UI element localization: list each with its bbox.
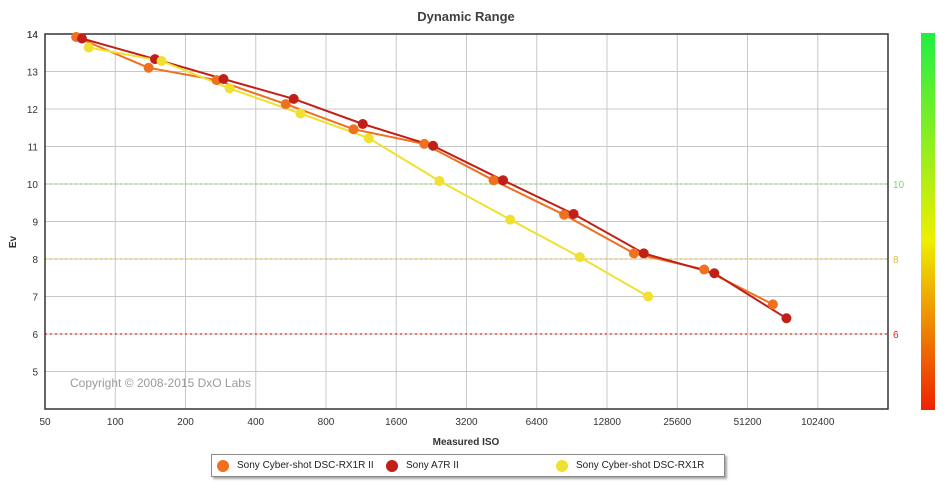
y-tick-label: 10 bbox=[27, 180, 39, 191]
legend-item-a7r-ii[interactable]: Sony A7R II bbox=[386, 455, 459, 476]
y-tick-label: 13 bbox=[27, 68, 39, 79]
data-point bbox=[559, 209, 570, 220]
data-point bbox=[419, 138, 430, 149]
data-point bbox=[357, 119, 368, 129]
data-point bbox=[767, 299, 778, 310]
reference-line-label: 10 bbox=[893, 180, 905, 191]
data-point bbox=[218, 74, 229, 84]
data-point bbox=[643, 291, 654, 302]
data-point bbox=[288, 93, 299, 104]
x-tick-label: 51200 bbox=[734, 417, 762, 428]
reference-lines: 10 8 6 bbox=[45, 180, 905, 341]
data-point bbox=[781, 313, 792, 324]
data-point bbox=[428, 140, 439, 151]
x-tick-label: 800 bbox=[318, 417, 335, 428]
data-point bbox=[709, 268, 720, 279]
data-point bbox=[488, 175, 499, 186]
data-point bbox=[83, 42, 94, 53]
data-point bbox=[363, 133, 374, 144]
legend-swatch bbox=[217, 459, 229, 472]
copyright-text: Copyright © 2008-2015 DxO Labs bbox=[70, 376, 251, 390]
data-point bbox=[348, 124, 359, 135]
data-point bbox=[505, 214, 516, 225]
chart-title: Dynamic Range bbox=[417, 9, 515, 24]
data-point bbox=[280, 99, 291, 110]
data-point bbox=[498, 175, 509, 186]
x-tick-label: 6400 bbox=[526, 417, 549, 428]
plot-border bbox=[44, 33, 889, 410]
x-tick-label: 400 bbox=[247, 417, 264, 428]
data-point bbox=[628, 248, 639, 259]
legend-item-rx1r-ii[interactable]: Sony Cyber-shot DSC-RX1R II bbox=[217, 455, 374, 476]
y-tick-label: 11 bbox=[28, 143, 39, 154]
y-tick-label: 6 bbox=[32, 330, 38, 341]
legend: Sony Cyber-shot DSC-RX1R II Sony A7R II … bbox=[211, 454, 725, 477]
data-point bbox=[156, 56, 167, 66]
data-point bbox=[568, 209, 579, 219]
x-axis-label: Measured ISO bbox=[433, 437, 500, 448]
x-tick-label: 50 bbox=[39, 417, 51, 428]
data-point bbox=[434, 176, 445, 186]
legend-item-rx1r[interactable]: Sony Cyber-shot DSC-RX1R bbox=[556, 455, 704, 476]
reference-line-label: 6 bbox=[893, 330, 899, 341]
x-tick-label: 12800 bbox=[593, 417, 621, 428]
legend-label: Sony Cyber-shot DSC-RX1R II bbox=[237, 460, 374, 471]
x-tick-label: 3200 bbox=[455, 417, 478, 428]
data-point bbox=[638, 248, 649, 259]
x-tick-label: 200 bbox=[177, 417, 194, 428]
x-tick-label: 102400 bbox=[801, 417, 835, 428]
data-point bbox=[699, 264, 710, 275]
y-axis-label: Ev bbox=[8, 235, 19, 248]
y-tick-label: 14 bbox=[27, 30, 39, 41]
y-tick-label: 12 bbox=[27, 105, 39, 116]
x-tick-label: 100 bbox=[107, 417, 124, 428]
series bbox=[71, 32, 792, 324]
data-point bbox=[76, 33, 87, 44]
y-tick-label: 5 bbox=[32, 368, 38, 379]
reference-line-label: 8 bbox=[893, 255, 899, 266]
x-tick-label: 1600 bbox=[385, 417, 408, 428]
y-tick-label: 14 bbox=[27, 30, 39, 41]
color-scale-bar bbox=[921, 33, 935, 410]
data-point bbox=[224, 83, 235, 94]
legend-label: Sony Cyber-shot DSC-RX1R bbox=[576, 460, 705, 471]
y-tick-label: 7 bbox=[32, 293, 38, 304]
data-point bbox=[143, 62, 154, 73]
legend-swatch bbox=[386, 459, 398, 472]
y-tick-label: 8 bbox=[32, 255, 38, 266]
data-point bbox=[574, 252, 585, 263]
y-tick-label: 9 bbox=[32, 218, 38, 229]
legend-label: Sony A7R II bbox=[406, 460, 459, 471]
x-tick-label: 25600 bbox=[663, 417, 691, 428]
axis-ticks: 50 100 200 400 800 1600 3200 6400 12800 25600 5120… bbox=[27, 30, 835, 428]
data-point bbox=[295, 108, 306, 119]
legend-swatch bbox=[556, 459, 568, 472]
